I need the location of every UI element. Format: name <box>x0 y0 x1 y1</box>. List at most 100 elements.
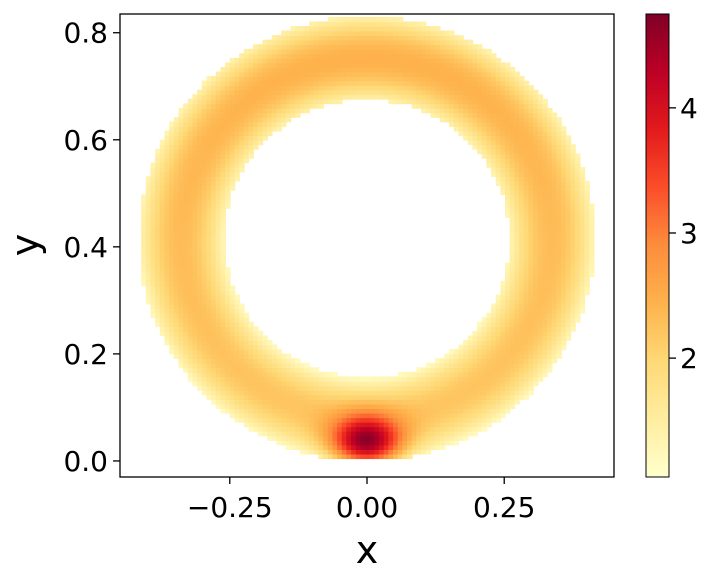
heatmap-cell <box>150 230 156 237</box>
heatmap-cell <box>337 98 343 105</box>
heatmap-cell <box>201 367 208 373</box>
heatmap-cell <box>271 94 278 100</box>
heatmap-cell <box>575 157 581 164</box>
heatmap-cell <box>215 403 222 410</box>
heatmap-cell <box>164 303 170 309</box>
heatmap-cell <box>215 117 222 123</box>
heatmap-cell <box>486 408 492 414</box>
heatmap-cell <box>271 380 278 387</box>
heatmap-cell <box>458 103 464 109</box>
heatmap-cell <box>481 126 488 132</box>
heatmap-cell <box>159 194 166 200</box>
heatmap-cell <box>411 430 418 437</box>
heatmap-cell <box>267 85 273 91</box>
heatmap-cell <box>332 48 338 55</box>
heatmap-cell <box>197 153 203 159</box>
heatmap-cell <box>495 317 502 323</box>
heatmap-cell <box>374 430 380 437</box>
heatmap-cell <box>229 289 236 296</box>
heatmap-cell <box>211 235 217 241</box>
heatmap-cell <box>141 221 147 228</box>
heatmap-cell <box>257 98 264 105</box>
heatmap-cell <box>271 390 278 396</box>
heatmap-cell <box>150 294 156 300</box>
heatmap-cell <box>435 94 441 100</box>
heatmap-cell <box>276 367 282 373</box>
heatmap-cell <box>215 176 222 182</box>
heatmap-cell <box>215 244 222 250</box>
heatmap-cell <box>505 148 511 155</box>
heatmap-cell <box>439 80 446 86</box>
heatmap-cell <box>514 144 520 150</box>
heatmap-cell <box>267 76 273 82</box>
heatmap-cell <box>215 162 222 168</box>
heatmap-cell <box>285 48 292 55</box>
heatmap-cell <box>239 135 245 141</box>
heatmap-cell <box>528 294 534 300</box>
heatmap-cell <box>197 303 203 309</box>
heatmap-cell <box>472 94 478 100</box>
heatmap-cell <box>220 89 226 96</box>
heatmap-cell <box>206 317 212 323</box>
heatmap-cell <box>533 367 539 373</box>
heatmap-cell <box>463 62 469 68</box>
heatmap-cell <box>439 57 446 64</box>
heatmap-cell <box>416 30 422 36</box>
heatmap-cell <box>388 412 394 419</box>
heatmap-cell <box>486 394 492 400</box>
heatmap-cell <box>411 390 418 396</box>
heatmap-cell <box>481 417 488 423</box>
heatmap-cell <box>528 94 534 100</box>
heatmap-cell <box>500 289 506 296</box>
heatmap-cell <box>388 376 394 382</box>
heatmap-cell <box>570 198 576 205</box>
heatmap-cell <box>234 167 240 173</box>
heatmap-cell <box>276 89 282 96</box>
heatmap-cell <box>341 376 348 382</box>
heatmap-cell <box>556 130 562 137</box>
heatmap-cell <box>430 35 436 41</box>
heatmap-cell <box>500 339 506 346</box>
heatmap-cell <box>239 417 245 423</box>
heatmap-cell <box>206 312 212 319</box>
heatmap-cell <box>467 362 474 369</box>
heatmap-cell <box>267 117 273 123</box>
heatmap-cell <box>309 426 315 432</box>
heatmap-cell <box>173 339 180 346</box>
heatmap-cell <box>211 98 217 105</box>
heatmap-cell <box>533 344 539 350</box>
heatmap-cell <box>411 30 418 36</box>
heatmap-cell <box>477 353 483 359</box>
heatmap-cell <box>327 390 334 396</box>
heatmap-cell <box>435 362 441 369</box>
heatmap-cell <box>444 358 450 364</box>
heatmap-cell <box>444 380 450 387</box>
heatmap-cell <box>290 358 296 364</box>
heatmap-cell <box>257 103 264 109</box>
heatmap-cell <box>248 358 254 364</box>
heatmap-cell <box>211 321 217 328</box>
heatmap-cell <box>537 312 544 319</box>
heatmap-cell <box>388 399 394 405</box>
heatmap-cell <box>197 157 203 164</box>
heatmap-cell <box>388 62 394 68</box>
heatmap-cell <box>533 135 539 141</box>
heatmap-cell <box>332 394 338 400</box>
heatmap-cell <box>253 85 259 91</box>
heatmap-cell <box>304 85 310 91</box>
heatmap-cell <box>519 94 525 100</box>
heatmap-cell <box>579 303 586 309</box>
heatmap-cell <box>542 153 548 159</box>
heatmap-cell <box>491 353 497 359</box>
heatmap-cell <box>579 221 586 228</box>
heatmap-cell <box>327 449 334 455</box>
heatmap-cell <box>285 399 292 405</box>
heatmap-cell <box>225 367 231 373</box>
heatmap-cell <box>374 76 380 82</box>
heatmap-cell <box>477 80 483 86</box>
heatmap-cell <box>285 89 292 96</box>
heatmap-cell <box>486 353 492 359</box>
heatmap-cell <box>332 89 338 96</box>
heatmap-cell <box>537 167 544 173</box>
heatmap-cell <box>467 80 474 86</box>
